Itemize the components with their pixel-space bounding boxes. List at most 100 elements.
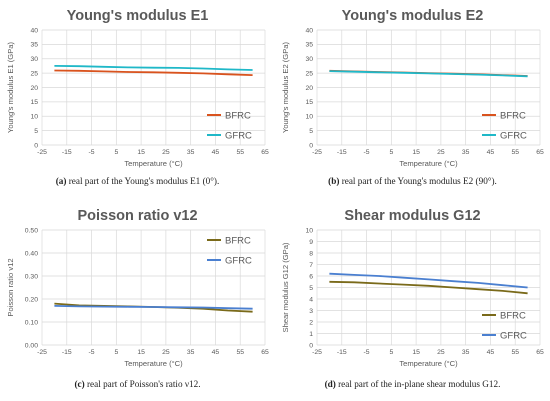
- x-tick-label: 35: [187, 149, 195, 156]
- series-line-gfrc: [329, 70, 528, 78]
- y-tick-label: 1: [309, 331, 313, 338]
- caption-d-prefix: (d): [324, 379, 336, 389]
- y-tick-label: 15: [305, 99, 313, 106]
- caption-c-text: real part of Poisson's ratio ν12.: [87, 379, 201, 389]
- x-tick-label: 65: [536, 349, 544, 356]
- x-tick-label: 55: [236, 149, 244, 156]
- legend-label: GFRC: [500, 330, 527, 341]
- chart-panel-b: Young's modulus E2 0 5 10 15 20 25 30 35 40 -25 -15…: [275, 0, 550, 200]
- x-tick-label: 5: [389, 349, 393, 356]
- legend-label: GFRC: [225, 130, 252, 141]
- x-tick-label: 25: [437, 149, 445, 156]
- chart-panel-a: Young's modulus E1 0 5 10 15 20 25 30 35 40 -25 -15…: [0, 0, 275, 200]
- x-tick-label: -15: [337, 349, 347, 356]
- legend-label: BFRC: [225, 110, 251, 121]
- x-tick-label: -25: [312, 349, 322, 356]
- x-tick-label: -15: [62, 349, 72, 356]
- x-tick-label: 55: [236, 349, 244, 356]
- y-tick-label: 40: [305, 27, 313, 34]
- y-tick-label: 0: [309, 342, 313, 349]
- y-tick-label: 20: [30, 85, 38, 92]
- x-tick-label: 5: [114, 149, 118, 156]
- x-tick-label: -15: [62, 149, 72, 156]
- y-tick-label: 0: [309, 142, 313, 149]
- x-tick-label: 5: [389, 149, 393, 156]
- series-line-gfrc: [54, 305, 253, 310]
- x-tick-label: 15: [137, 349, 145, 356]
- series-line-gfrc: [54, 65, 253, 71]
- caption-a-text: real part of the Young's modulus E1 (0°)…: [68, 176, 220, 186]
- x-tick-label: 35: [462, 349, 470, 356]
- series-line-gfrc: [329, 272, 528, 289]
- x-axis-label: Temperature (°C): [399, 159, 458, 168]
- caption-b: (b) real part of the Young's modulus E2 …: [275, 176, 550, 186]
- caption-a-prefix: (a): [55, 176, 67, 186]
- caption-c: (c) real part of Poisson's ratio ν12.: [0, 379, 275, 389]
- y-tick-label: 9: [309, 239, 313, 246]
- y-tick-label: 0.10: [25, 319, 38, 326]
- y-tick-label: 0.20: [25, 296, 38, 303]
- y-tick-label: 5: [309, 128, 313, 135]
- x-tick-label: -5: [364, 149, 370, 156]
- x-tick-label: 35: [462, 149, 470, 156]
- x-tick-label: 25: [162, 149, 170, 156]
- caption-d-text: real part of the in-plane shear modulus …: [338, 379, 501, 389]
- legend-label: BFRC: [500, 110, 526, 121]
- caption-b-text: real part of the Young's modulus E2 (90°…: [341, 176, 497, 186]
- y-tick-label: 5: [34, 128, 38, 135]
- y-tick-label: 4: [309, 296, 313, 303]
- series-line-bfrc: [54, 69, 253, 76]
- y-tick-label: 10: [30, 114, 38, 121]
- legend-label: GFRC: [500, 130, 527, 141]
- chart-panel-d: Shear modulus G12 0 1 2 3 4 5 6 7 8 9 10 -25 -15 -5 5 15…: [275, 200, 550, 400]
- chart-title: Young's modulus E2: [342, 8, 484, 24]
- x-tick-label: 45: [487, 149, 495, 156]
- y-tick-label: 5: [309, 285, 313, 292]
- x-axis-label: Temperature (°C): [124, 159, 183, 168]
- y-tick-label: 10: [305, 227, 313, 234]
- x-tick-label: 45: [487, 349, 495, 356]
- x-tick-label: -5: [89, 149, 95, 156]
- y-tick-label: 0.30: [25, 273, 38, 280]
- y-tick-label: 2: [309, 319, 313, 326]
- chart-v12: Poisson ratio v12 0.00 0.10 0.20 0.30 0.40 0.5…: [6, 208, 269, 368]
- y-axis-label: Young's modulus E2 (GPa): [281, 41, 290, 133]
- x-tick-label: 65: [536, 149, 544, 156]
- x-tick-label: 15: [412, 349, 420, 356]
- chart-title: Poisson ratio v12: [77, 208, 197, 224]
- x-tick-label: 55: [511, 149, 519, 156]
- chart-title: Young's modulus E1: [67, 8, 209, 24]
- y-tick-label: 10: [305, 114, 313, 121]
- chart-e1: Young's modulus E1 0 5 10 15 20 25 30 35 40 -25 -15…: [6, 8, 269, 168]
- x-tick-label: -5: [364, 349, 370, 356]
- y-tick-label: 3: [309, 308, 313, 315]
- x-tick-label: -5: [89, 349, 95, 356]
- x-axis-label: Temperature (°C): [399, 359, 458, 368]
- x-tick-label: 65: [261, 149, 269, 156]
- x-tick-label: -25: [37, 149, 47, 156]
- y-tick-label: 0.40: [25, 250, 38, 257]
- x-tick-label: 15: [412, 149, 420, 156]
- x-axis-label: Temperature (°C): [124, 359, 183, 368]
- y-tick-label: 0: [34, 142, 38, 149]
- x-tick-label: -25: [37, 349, 47, 356]
- y-tick-label: 40: [30, 27, 38, 34]
- caption-a: (a) real part of the Young's modulus E1 …: [0, 176, 275, 186]
- y-tick-label: 15: [30, 99, 38, 106]
- x-tick-label: 65: [261, 349, 269, 356]
- y-tick-label: 0.00: [25, 342, 38, 349]
- y-axis-label: Poisson ratio v12: [6, 258, 15, 316]
- legend-label: GFRC: [225, 255, 252, 266]
- caption-c-prefix: (c): [74, 379, 85, 389]
- y-tick-label: 25: [30, 70, 38, 77]
- caption-b-prefix: (b): [328, 176, 340, 186]
- x-tick-label: 5: [114, 349, 118, 356]
- y-tick-label: 30: [30, 56, 38, 63]
- y-tick-label: 30: [305, 56, 313, 63]
- x-tick-label: -25: [312, 149, 322, 156]
- y-tick-label: 0.50: [25, 227, 38, 234]
- x-tick-label: 35: [187, 349, 195, 356]
- y-tick-label: 20: [305, 85, 313, 92]
- y-tick-label: 8: [309, 250, 313, 257]
- series-line-bfrc: [329, 280, 528, 295]
